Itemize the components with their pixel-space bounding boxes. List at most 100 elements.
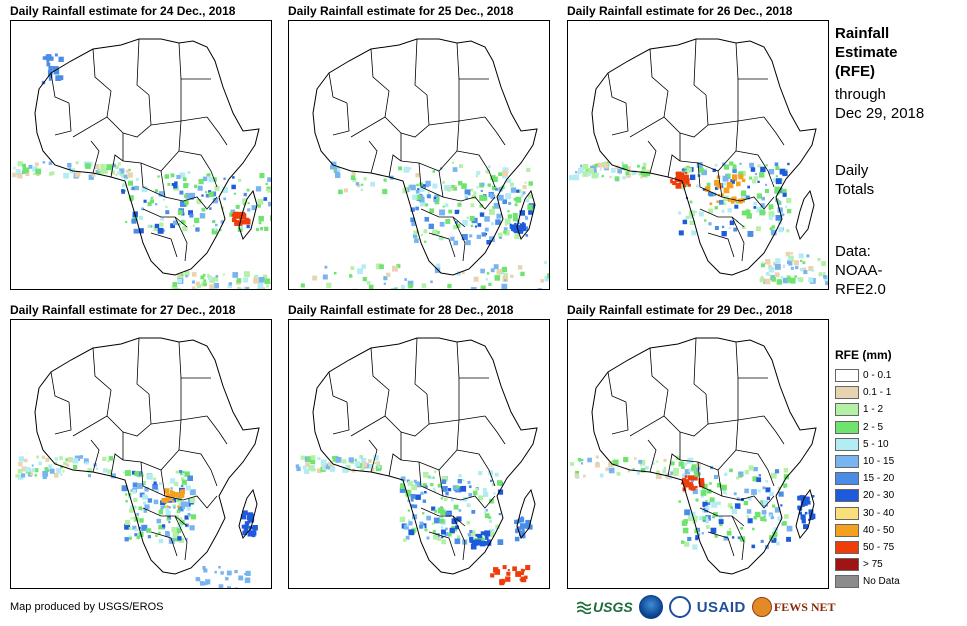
rainfall-cell [415,173,420,178]
rainfall-cell [699,489,702,492]
rainfall-cell [237,286,241,289]
rainfall-cell [683,182,689,187]
rainfall-cell [501,266,507,273]
rainfall-cell [330,466,336,472]
rainfall-cell [718,193,721,197]
rainfall-cell [503,273,508,278]
rainfall-cell [452,224,458,230]
rainfall-cell [527,204,533,210]
rainfall-cell [739,162,742,165]
rainfall-cell [34,474,37,477]
rainfall-cell [180,501,187,507]
rainfall-cell [760,500,764,504]
rainfall-cell [757,180,760,183]
rainfall-cell [67,162,72,168]
rainfall-map [567,20,829,290]
heading-estimate: Estimate [835,44,898,61]
rainfall-cell [424,240,427,243]
rainfall-cell [769,491,774,497]
rainfall-cell [361,458,367,464]
country-border [456,378,460,451]
rainfall-cell [423,229,428,234]
rainfall-cell [769,274,772,277]
rainfall-cell [631,170,637,175]
rainfall-cell [497,480,503,486]
rainfall-cell [75,171,81,176]
rainfall-cell [199,581,205,586]
rainfall-cell [437,483,442,488]
rainfall-cell [242,530,247,536]
rainfall-cell [578,167,584,174]
rainfall-map [10,319,272,589]
rainfall-cell [351,171,356,176]
rainfall-cell [773,178,778,183]
rainfall-cell [403,524,409,530]
country-borders [607,38,785,262]
rainfall-cell [161,498,167,503]
rainfall-cell [25,467,31,473]
rainfall-cell [469,530,476,537]
map-panel-26-dec: Daily Rainfall estimate for 26 Dec., 201… [567,3,829,290]
rainfall-cell [144,487,149,492]
country-border [182,196,218,210]
rainfall-cell [461,234,468,240]
rainfall-cell [803,270,808,275]
rainfall-cell [407,280,414,287]
country-border [707,531,735,557]
rainfall-cell [686,167,692,173]
rainfall-cell [493,492,496,495]
rainfall-cell [427,475,431,479]
rainfall-cell [400,483,405,488]
rainfall-cell [680,482,684,485]
rainfall-cell [440,236,444,241]
rainfall-cell [453,187,458,191]
rainfall-cell [706,525,710,529]
rainfall-cell [599,168,602,171]
rainfall-cells [569,161,828,286]
rainfall-cell [205,193,210,198]
rainfall-cell [327,461,332,466]
rainfall-cell [166,505,169,508]
rainfall-cell [727,173,731,178]
rainfall-cell [485,536,489,540]
rainfall-cell [723,187,730,194]
rainfall-cell [763,515,766,518]
rainfall-cell [521,223,526,228]
rainfall-cell [149,199,154,204]
rainfall-cell [705,516,709,520]
rainfall-cell [251,205,257,211]
rainfall-cell [125,470,131,476]
rainfall-cell [354,461,361,467]
rainfall-cell [233,192,236,195]
rainfall-cell [515,196,522,203]
rainfall-cell [498,513,501,516]
rainfall-cell [490,573,495,578]
rainfall-cell [483,511,486,514]
rainfall-cell [705,505,710,510]
rainfall-cell [222,273,225,276]
rainfall-cell [167,496,172,500]
rainfall-cell [88,174,94,180]
data-source-line1: Data: [835,243,871,260]
rainfall-cell [42,56,47,60]
rainfall-cell [320,459,327,466]
rainfall-cell [771,537,777,543]
rainfall-cell [167,183,171,186]
rainfall-cell [410,504,415,508]
rainfall-cell [513,228,519,234]
rainfall-cell [100,164,106,170]
rainfall-cell [244,286,250,289]
rainfall-cell [452,485,458,491]
rainfall-cell [127,172,133,178]
rainfall-cell [28,473,32,477]
country-border [456,150,496,188]
rainfall-cell [257,204,261,208]
rainfall-cell [486,240,491,245]
rainfall-cell [141,186,148,193]
legend-swatch [835,472,859,486]
rainfall-cell [306,456,313,463]
rainfall-cell [621,161,625,165]
rainfall-cell [189,213,194,218]
rainfall-cell [370,181,376,187]
rainfall-cell [418,194,424,200]
